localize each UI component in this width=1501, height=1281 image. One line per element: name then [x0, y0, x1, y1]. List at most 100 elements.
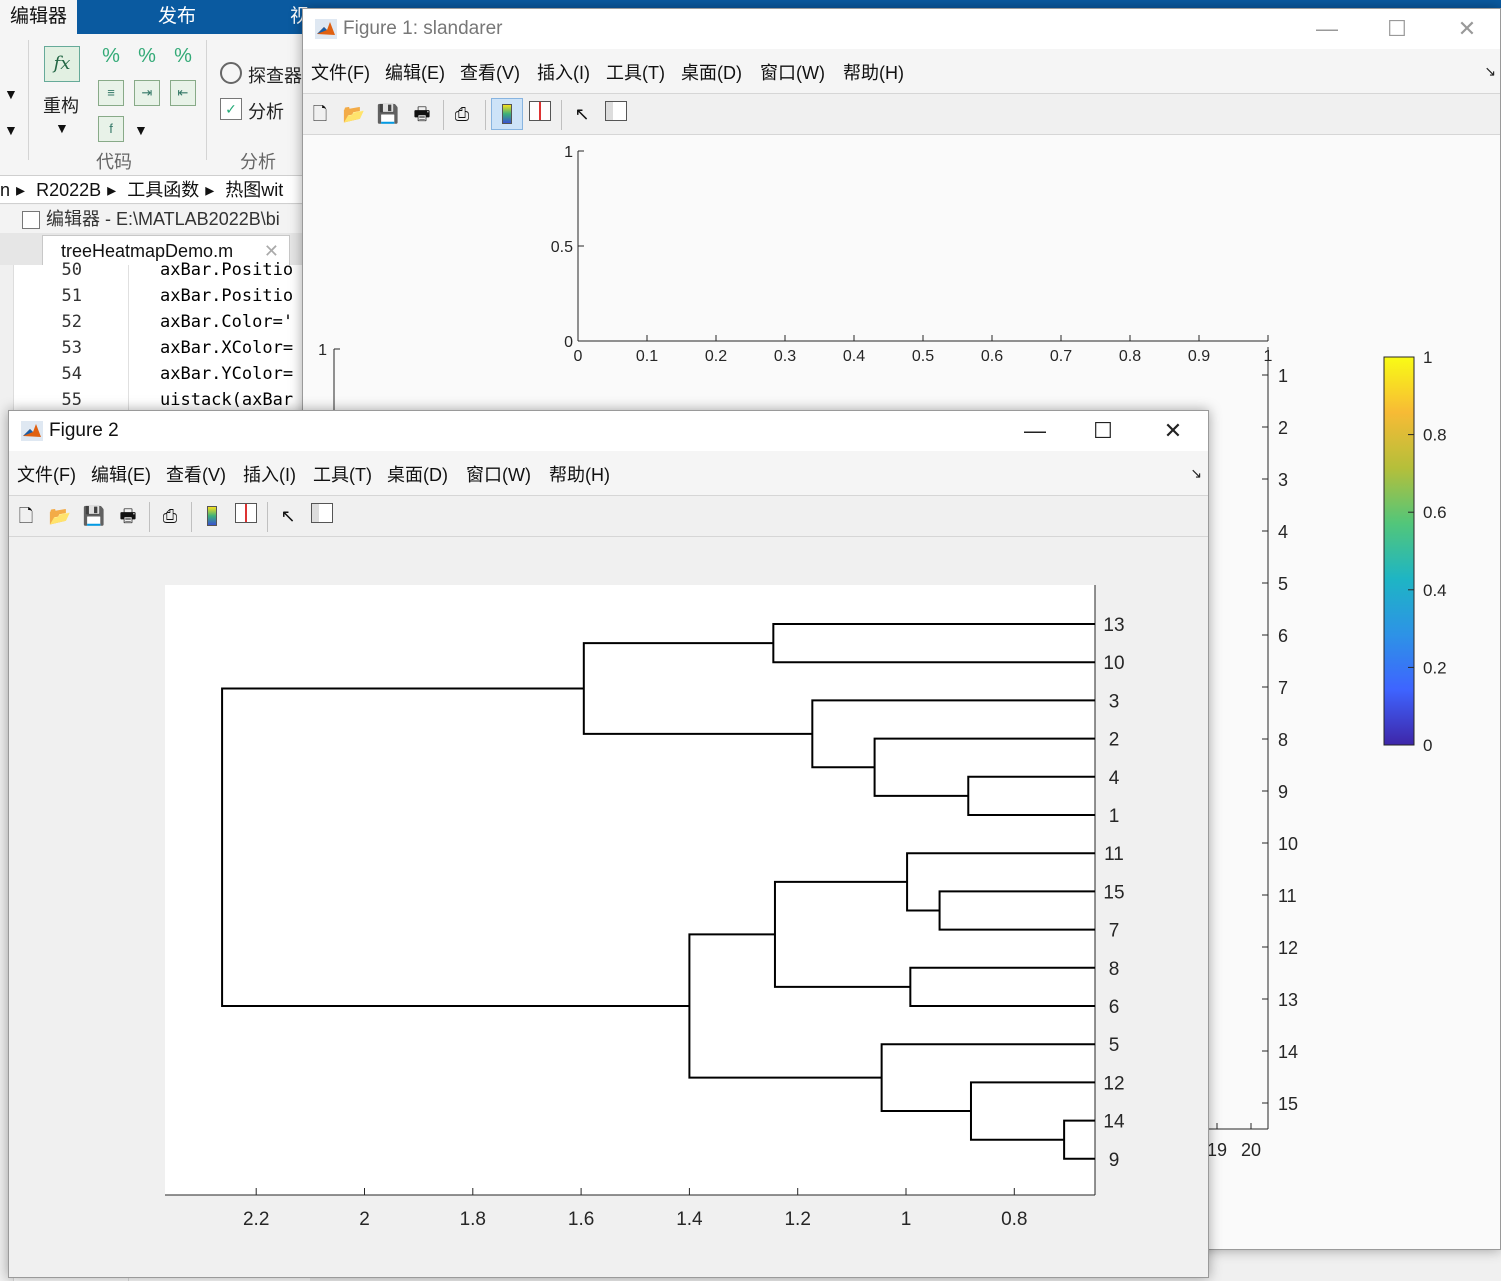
menu-edit[interactable]: 编辑(E): [385, 63, 445, 83]
menu-view[interactable]: 查看(V): [166, 465, 226, 485]
property-editor-icon[interactable]: [603, 101, 629, 127]
menu-window[interactable]: 窗口(W): [466, 465, 531, 485]
close-icon[interactable]: ✕: [263, 241, 279, 261]
minimize-button[interactable]: —: [1316, 16, 1338, 41]
refactor-icon[interactable]: fx: [44, 46, 80, 82]
minimize-button[interactable]: —: [1024, 418, 1046, 443]
link-plot-icon[interactable]: ⎙: [454, 104, 470, 124]
profiler-button[interactable]: 探查器: [248, 66, 302, 86]
code-line[interactable]: axBar.Positio: [160, 260, 294, 280]
code-line[interactable]: axBar.Color=': [160, 312, 294, 332]
print-icon[interactable]: 🖶: [119, 506, 137, 526]
chevron-down-icon[interactable]: ▼: [134, 122, 148, 138]
breadcrumb-item[interactable]: R2022B: [36, 180, 102, 200]
ribbon-tab-publish[interactable]: 发布: [158, 6, 197, 27]
leaf-label: 6: [1109, 997, 1120, 1018]
menu-insert[interactable]: 插入(I): [243, 465, 296, 485]
link-plot-icon[interactable]: ⎙: [162, 506, 178, 526]
dendrogram-link: [221, 687, 690, 1007]
editor-title-bar: 编辑器 - E:\MATLAB2022B\bi: [0, 205, 310, 233]
ribbon-body: ▼ ▼ fx 重构 ▼ % % % ≡ ⇥ ⇤ f ▼ 探查器 ✓ 分析 代码 …: [0, 34, 310, 176]
caret-right-icon: ▸: [205, 180, 215, 200]
figure2-window[interactable]: Figure 2 — ☐ ✕ 文件(F) 编辑(E) 查看(V) 插入(I) 工…: [8, 410, 1209, 1278]
uncomment-icon[interactable]: %: [138, 45, 156, 67]
toolbar-separator: [561, 100, 562, 130]
heatmap-y-tick-label: 3: [1278, 470, 1288, 490]
colorbar-toggle-icon[interactable]: [491, 98, 523, 130]
toolbar-separator: [149, 502, 150, 532]
legend-icon[interactable]: [527, 101, 553, 127]
profiler-icon[interactable]: [220, 62, 242, 84]
ribbon-tab-editor[interactable]: 编辑器: [0, 0, 78, 34]
save-icon[interactable]: 💾: [376, 104, 400, 124]
legend-icon[interactable]: [233, 503, 259, 529]
menu-window[interactable]: 窗口(W): [760, 63, 825, 83]
figure1-axes: 0 0.1 0.2 0.3 0.4 0.5 0.6 0.7 0.8 0.9 1 00.51 1 12…: [318, 144, 1447, 1160]
menu-insert[interactable]: 插入(I): [537, 63, 590, 83]
dock-arrow-icon[interactable]: ↘: [1484, 63, 1496, 79]
menu-tools[interactable]: 工具(T): [313, 465, 372, 485]
indent-icon[interactable]: ≡: [98, 80, 124, 106]
save-icon[interactable]: 💾: [82, 506, 106, 526]
print-icon[interactable]: 🖶: [413, 104, 431, 124]
heatmap-y-tick-label: 9: [1278, 782, 1288, 802]
pointer-icon[interactable]: ↖: [574, 104, 590, 124]
heatmap-y-tick-label: 1: [1278, 366, 1288, 386]
property-editor-icon[interactable]: [309, 503, 335, 529]
analyze-button[interactable]: 分析: [248, 102, 284, 122]
comment-icon[interactable]: %: [102, 45, 120, 67]
dendrogram-x-tick-label: 2: [359, 1209, 370, 1230]
menu-tools[interactable]: 工具(T): [606, 63, 665, 83]
toolbar-separator: [267, 502, 268, 532]
figure2-toolbar: 🗋 📂 💾 🖶 ⎙ ↖: [9, 495, 1208, 537]
tab-treeheatmapdemo[interactable]: treeHeatmapDemo.m ✕: [42, 235, 290, 265]
menu-view[interactable]: 查看(V): [460, 63, 520, 83]
close-button[interactable]: ✕: [1163, 418, 1183, 443]
matlab-logo-icon: [21, 421, 43, 441]
menu-help[interactable]: 帮助(H): [843, 63, 904, 83]
analyze-icon[interactable]: ✓: [220, 98, 242, 120]
function-icon[interactable]: f: [98, 116, 124, 142]
menu-file[interactable]: 文件(F): [17, 465, 76, 485]
maximize-button[interactable]: ☐: [1387, 16, 1407, 41]
chevron-down-icon[interactable]: ▼: [4, 122, 18, 138]
breadcrumb-item[interactable]: 热图wit: [225, 180, 284, 200]
code-line[interactable]: axBar.XColor=: [160, 338, 294, 358]
chevron-down-icon[interactable]: ▼: [4, 86, 18, 102]
figure1-menubar: 文件(F) 编辑(E) 查看(V) 插入(I) 工具(T) 桌面(D) 窗口(W…: [303, 49, 1500, 93]
open-folder-icon[interactable]: 📂: [342, 104, 366, 124]
close-button[interactable]: ✕: [1457, 16, 1477, 41]
decrease-indent-icon[interactable]: ⇤: [170, 80, 196, 106]
refactor-button[interactable]: 重构: [43, 96, 79, 116]
menu-desktop[interactable]: 桌面(D): [681, 63, 742, 83]
menu-edit[interactable]: 编辑(E): [91, 465, 151, 485]
code-line[interactable]: axBar.Positio: [160, 286, 294, 306]
menu-help[interactable]: 帮助(H): [549, 465, 610, 485]
new-file-icon[interactable]: 🗋: [18, 506, 34, 526]
figure2-canvas[interactable]: 2.2 2 1.8 1.6 1.4 1.2 1 0.8 13 10 3 2 4 1 11 15 7 8 6 5 12 1…: [9, 537, 1208, 1277]
breadcrumb-item[interactable]: 工具函数: [127, 180, 200, 200]
line-number: 50: [61, 260, 82, 280]
menu-desktop[interactable]: 桌面(D): [387, 465, 448, 485]
leaf-label: 8: [1109, 959, 1120, 980]
wrap-comment-icon[interactable]: %: [174, 45, 192, 67]
code-line[interactable]: axBar.YColor=: [160, 364, 294, 384]
colorbar-toggle-icon[interactable]: [199, 503, 225, 529]
open-folder-icon[interactable]: 📂: [48, 506, 72, 526]
code-line[interactable]: uistack(axBar: [160, 390, 294, 410]
dock-arrow-icon[interactable]: ↘: [1190, 465, 1202, 481]
leaf-label: 11: [1104, 844, 1124, 865]
maximize-button[interactable]: ☐: [1093, 418, 1113, 443]
chevron-down-icon[interactable]: ▼: [55, 120, 69, 136]
heatmap-y-tick-label: 7: [1278, 678, 1288, 698]
top-axes-y-tick-label: 0: [564, 334, 573, 351]
colorbar-tick-label: 0.2: [1423, 658, 1447, 677]
increase-indent-icon[interactable]: ⇥: [134, 80, 160, 106]
menu-file[interactable]: 文件(F): [311, 63, 370, 83]
pointer-icon[interactable]: ↖: [280, 506, 296, 526]
colorbar: [1383, 356, 1415, 746]
figure1-titlebar[interactable]: Figure 1: slandarer — ☐ ✕: [303, 9, 1500, 49]
new-file-icon[interactable]: 🗋: [312, 104, 328, 124]
figure2-titlebar[interactable]: Figure 2 — ☐ ✕: [9, 411, 1208, 451]
breadcrumb-item[interactable]: n: [0, 180, 11, 200]
